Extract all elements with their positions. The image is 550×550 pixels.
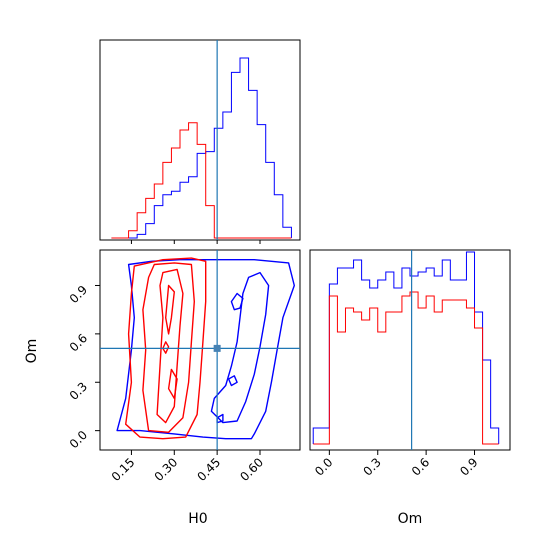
contour-series-1-level-2 xyxy=(156,268,184,424)
om-marginal-frame xyxy=(309,249,511,451)
joint-y-tick-label-3: 0.9 xyxy=(67,283,90,306)
joint-y-tick-label-2: 0.6 xyxy=(67,331,90,354)
om-x-tick-label-3: 0.9 xyxy=(457,455,480,478)
contour-series-1-level-4 xyxy=(167,368,178,400)
x-axis-label-h0: H0 xyxy=(188,511,207,527)
om-marginal-panel: 0.0 0.3 0.6 0.9 Om xyxy=(309,249,511,527)
joint-x-tick-label-2: 0.45 xyxy=(194,455,223,484)
contour-series-0-level-3 xyxy=(227,375,238,387)
joint-x-tick-label-0: 0.15 xyxy=(109,455,138,484)
contour-series-1-level-1 xyxy=(142,262,196,433)
contour-series-1-level-3 xyxy=(164,284,176,335)
h0-marginal-panel xyxy=(99,39,301,244)
h0-histograms xyxy=(111,57,292,239)
h0-marginal-frame xyxy=(99,39,301,241)
joint-x-tick-label-3: 0.60 xyxy=(237,455,266,484)
y-axis-label-om: Om xyxy=(24,339,40,364)
joint-x-ticks: 0.15 0.30 0.45 0.60 xyxy=(109,450,266,484)
om-histograms xyxy=(312,251,500,445)
om-histogram-series-0 xyxy=(312,251,500,444)
joint-y-tick-label-0: 0.0 xyxy=(67,428,90,451)
h0-histogram-series-0 xyxy=(111,57,292,239)
contour-series-0-level-0 xyxy=(116,259,295,440)
om-histogram-series-1 xyxy=(313,291,499,445)
joint-y-ticks: 0.0 0.3 0.6 0.9 xyxy=(67,283,100,451)
joint-y-tick-label-1: 0.3 xyxy=(67,379,90,402)
joint-x-tick-label-1: 0.30 xyxy=(152,455,181,484)
h0-marginal-ticks xyxy=(130,240,261,244)
om-vs-h0-panel: 0.15 0.30 0.45 0.60 0.0 0.3 0.6 0.9 H0 Om xyxy=(24,249,301,527)
om-x-ticks: 0.0 0.3 0.6 0.9 xyxy=(312,450,481,479)
om-x-tick-label-0: 0.0 xyxy=(312,455,335,478)
om-x-tick-label-1: 0.3 xyxy=(360,455,383,478)
contour-series-1-level-0 xyxy=(124,257,207,440)
x-axis-label-om: Om xyxy=(398,511,423,527)
contour-series-1-level-5 xyxy=(162,341,170,354)
h0-histogram-series-1 xyxy=(111,122,292,239)
joint-truth-marker xyxy=(213,344,221,352)
contour-series-0-level-1 xyxy=(210,271,270,424)
joint-frame xyxy=(99,249,301,451)
contour-series-0-level-2 xyxy=(230,292,244,311)
om-x-tick-label-2: 0.6 xyxy=(409,455,432,478)
